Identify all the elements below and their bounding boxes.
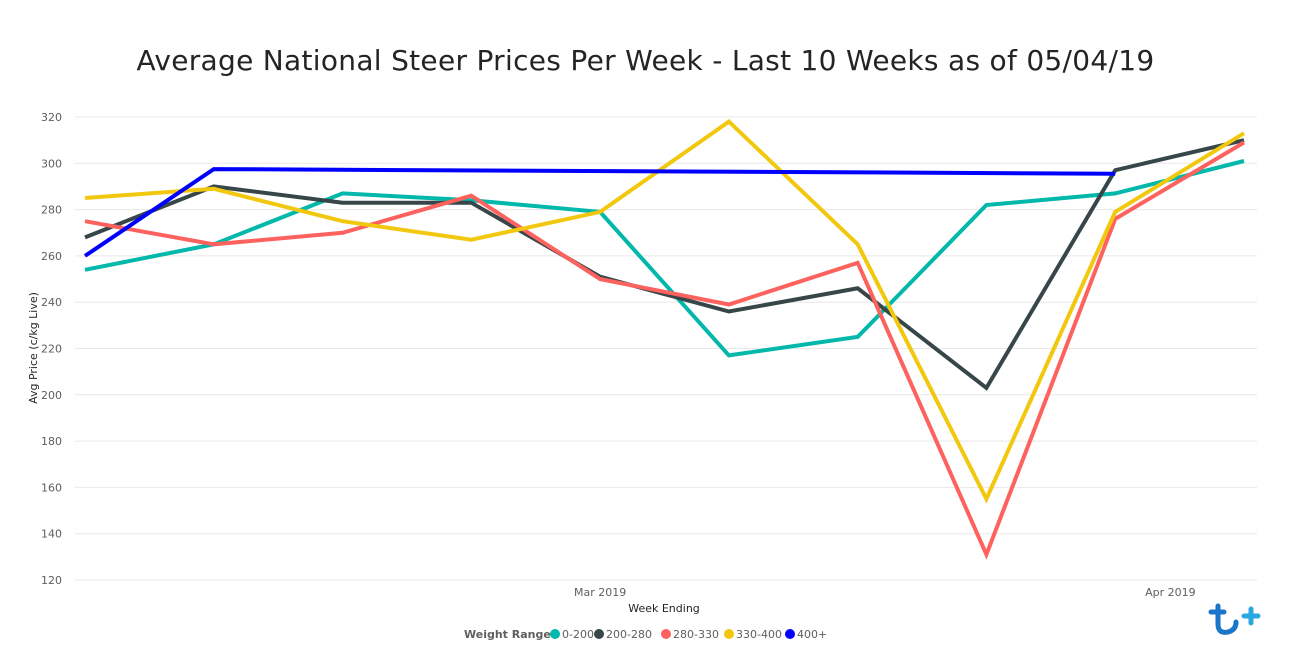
legend-title: Weight Range — [464, 628, 551, 641]
legend-item-label: 0-200 — [562, 628, 594, 641]
y-tick-label: 240 — [41, 296, 62, 309]
series-line-400+ — [83, 167, 1116, 258]
x-tick-label: Apr 2019 — [1145, 586, 1196, 599]
y-axis-ticks: 120 140 160 180 200 220 240 260 280 300 320 — [41, 111, 62, 587]
gridlines — [75, 116, 1257, 581]
chart-title: Average National Steer Prices Per Week -… — [136, 44, 1155, 77]
y-tick-label: 200 — [41, 389, 62, 402]
series-line-280-330 — [84, 140, 1246, 560]
series-lines — [83, 119, 1246, 560]
y-tick-label: 220 — [41, 343, 62, 356]
y-tick-label: 320 — [41, 111, 62, 124]
x-axis-ticks: Mar 2019 Apr 2019 — [574, 586, 1196, 599]
legend-item-label: 330-400 — [736, 628, 782, 641]
y-tick-label: 140 — [41, 528, 62, 541]
y-tick-label: 260 — [41, 250, 62, 263]
legend-marker — [550, 629, 560, 639]
x-axis-title: Week Ending — [628, 602, 700, 615]
legend-marker — [785, 629, 795, 639]
legend-marker — [724, 629, 734, 639]
brand-logo — [1208, 603, 1261, 635]
y-tick-label: 280 — [41, 204, 62, 217]
y-axis-title: Avg Price (c/kg Live) — [27, 292, 40, 404]
series-line-200-280 — [84, 138, 1245, 391]
y-tick-label: 160 — [41, 481, 62, 494]
legend: Weight Range 0-200 200-280 280-330 330-400 40… — [464, 628, 827, 641]
legend-marker — [661, 629, 671, 639]
y-tick-label: 180 — [41, 435, 62, 448]
legend-item-label: 280-330 — [673, 628, 719, 641]
y-tick-label: 120 — [41, 574, 62, 587]
y-tick-label: 300 — [41, 157, 62, 170]
series-line-330-400 — [84, 119, 1246, 504]
legend-item-label: 200-280 — [606, 628, 652, 641]
legend-item-label: 400+ — [797, 628, 827, 641]
x-tick-label: Mar 2019 — [574, 586, 626, 599]
series-line-0-200 — [84, 159, 1245, 358]
legend-marker — [594, 629, 604, 639]
